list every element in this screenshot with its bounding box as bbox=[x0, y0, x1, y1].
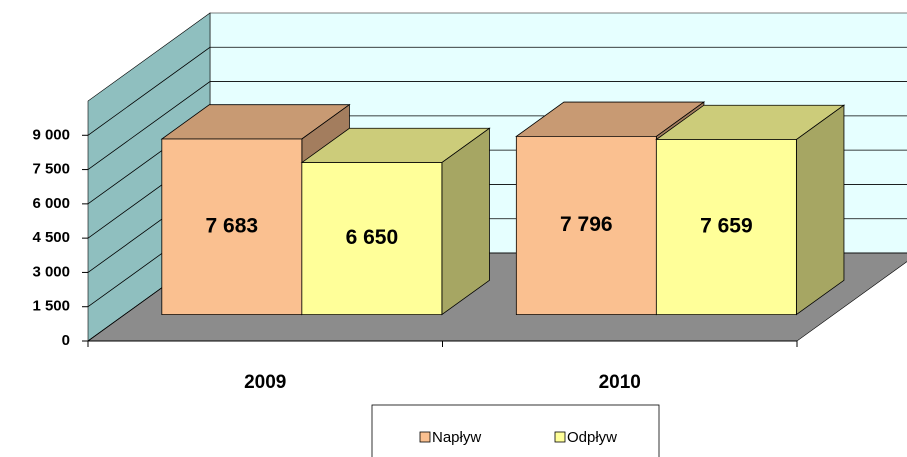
value-label: 7 659 bbox=[700, 215, 753, 238]
y-tick-label: 4 500 bbox=[32, 229, 70, 246]
legend-label: Napływ bbox=[432, 429, 481, 446]
grid-line bbox=[87, 81, 907, 170]
value-label: 7 796 bbox=[560, 213, 613, 236]
bar bbox=[301, 162, 443, 316]
bar-side bbox=[795, 104, 845, 316]
bar bbox=[515, 136, 657, 316]
y-tick-label: 7 500 bbox=[32, 161, 70, 178]
x-tick-label: 2010 bbox=[599, 372, 641, 393]
value-label: 7 683 bbox=[206, 214, 259, 237]
x-tick-label: 2009 bbox=[244, 372, 286, 393]
legend-swatch bbox=[554, 431, 566, 443]
y-tick-label: 6 000 bbox=[32, 195, 70, 212]
legend bbox=[371, 404, 660, 457]
legend-label: Odpływ bbox=[567, 429, 617, 446]
y-tick-label: 1 500 bbox=[32, 298, 70, 315]
bar bbox=[655, 139, 797, 316]
y-tick-label: 3 000 bbox=[32, 263, 70, 280]
grid-line bbox=[87, 46, 907, 136]
value-label: 6 650 bbox=[346, 226, 399, 249]
y-tick-label: 9 000 bbox=[32, 126, 70, 143]
y-tick-label: 0 bbox=[62, 332, 70, 349]
legend-swatch bbox=[419, 431, 431, 443]
bar bbox=[161, 138, 303, 316]
